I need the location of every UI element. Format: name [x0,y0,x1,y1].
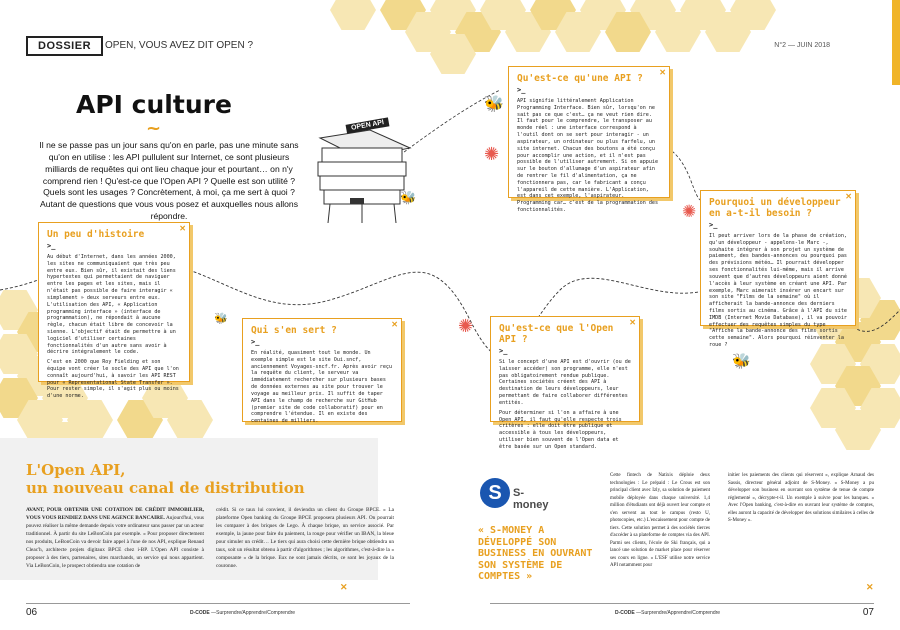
article-title: L'Open API, un nouveau canal de distribu… [26,461,305,498]
box-text: En réalité, quasiment tout le monde. Un … [251,350,393,425]
box-text: C'est en 2000 que Roy Fielding et son éq… [47,359,179,400]
rubrique-label: OPEN, VOUS AVEZ DIT OPEN ? [105,40,254,51]
yellow-strip [892,0,900,85]
article-column-1: AVANT, POUR OBTENIR UNE COTATION DE CRÉD… [26,507,204,569]
title-tilde: ~ [146,118,162,139]
close-icon: ✕ [866,582,874,592]
bee-icon: 🐝 [484,96,504,113]
footer-line [26,603,410,604]
bee-icon: 🐝 [732,353,751,370]
prompt-icon: >_ [251,338,260,346]
prompt-icon: >_ [499,347,508,355]
box-text: Si le concept d'une API est d'ouvrir (ou… [499,359,631,406]
box-title: Qu'est-ce que l'Open API ? [499,323,614,345]
flower-icon: ✺ [458,316,474,336]
box-why-developer: ✕ Pourquoi un développeur en a-t-il beso… [700,190,856,348]
prompt-icon: >_ [517,86,526,94]
bee-icon: 🐝 [400,190,417,205]
box-text: Il peut arriver lors de la phase de créa… [709,233,848,348]
article-column-2: crédit. Si ce taux lui convient, il devi… [216,507,394,569]
flower-icon: ✺ [484,144,500,164]
box-title: Pourquoi un développeur en a-t-il besoin… [709,197,841,219]
close-icon[interactable]: ✕ [629,318,636,327]
article-background [0,438,378,580]
box-text: API signifie littéralement Application P… [517,98,659,213]
prompt-icon: >_ [709,221,718,229]
close-icon[interactable]: ✕ [391,320,398,329]
close-icon: ✕ [340,582,348,592]
pull-quote: « S-MONEY A DÉVELOPPÉ SON BUSINESS EN OU… [478,525,593,582]
article-column-3: Cette fintech de Natixis déploie deux te… [610,473,710,568]
smoney-logo-icon: S S-money [480,478,550,511]
box-text: Pour déterminer si l'on a affaire à une … [499,409,622,450]
box-what-is-api: ✕ Qu'est-ce qu'une API ? >_ API signifie… [508,66,670,213]
page-number-left: 06 [26,607,38,618]
article-lead: AVANT, POUR OBTENIR UNE COTATION DE CRÉD… [26,507,204,521]
beehive-icon [317,129,412,224]
prompt-icon: >_ [47,242,56,250]
box-text: Au début d'Internet, dans les années 200… [47,254,176,356]
close-icon[interactable]: ✕ [179,224,186,233]
box-title: Un peu d'histoire [47,229,145,240]
article-column-4: initier les paiements des clients qui ré… [728,473,874,523]
intro-text: Il ne se passe pas un jour sans qu'on en… [39,140,299,222]
page-title: API culture [76,90,232,119]
box-open-api: ✕ Qu'est-ce que l'Open API ? >_ Si le co… [490,316,640,450]
close-icon[interactable]: ✕ [845,192,852,201]
close-icon[interactable]: ✕ [659,68,666,77]
box-who-uses: ✕ Qui s'en sert ? >_ En réalité, quasime… [242,318,402,425]
footer-line [490,603,874,604]
page-number-right: 07 [862,607,874,618]
footer-brand-left: D-CODE —Surprendre/Apprendre/Comprendre [190,610,296,616]
issue-label: N°2 — JUIN 2018 [774,42,830,49]
box-history: ✕ Un peu d'histoire >_ Au début d'Intern… [38,222,190,399]
section-label: DOSSIER [26,36,104,56]
flower-icon: ✺ [682,202,697,221]
footer-brand-right: D-CODE —Surprendre/Apprendre/Comprendre [615,610,721,616]
box-title: Qui s'en sert ? [251,325,337,336]
box-title: Qu'est-ce qu'une API ? [517,73,643,84]
bee-icon: 🐝 [214,313,228,325]
